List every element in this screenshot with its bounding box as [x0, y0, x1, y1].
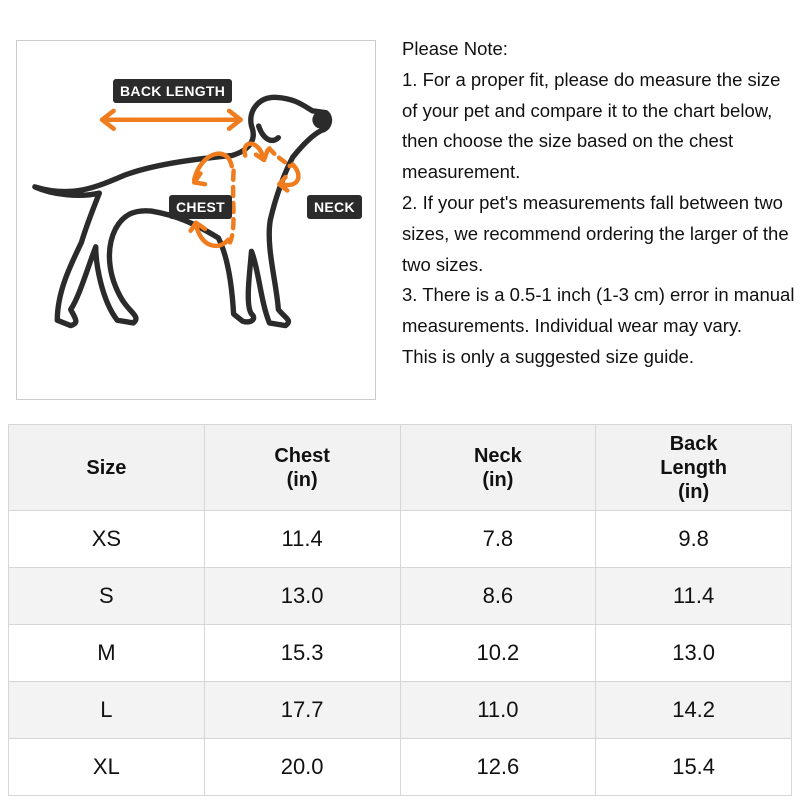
table-row: M 15.3 10.2 13.0 [8, 624, 792, 682]
cell-neck: 7.8 [399, 510, 597, 568]
neck-label: NECK [307, 195, 362, 219]
cell-chest: 15.3 [203, 624, 401, 682]
dog-outline-illustration [32, 94, 333, 329]
table-row: XL 20.0 12.6 15.4 [8, 738, 792, 796]
cell-neck: 11.0 [399, 681, 597, 739]
size-chart-table: Size Chest (in) Neck (in) Back Length (i… [8, 424, 792, 796]
table-row: S 13.0 8.6 11.4 [8, 567, 792, 625]
cell-size: M [8, 624, 205, 682]
header-neck: Neck (in) [399, 424, 597, 511]
cell-chest: 17.7 [203, 681, 401, 739]
cell-size: S [8, 567, 205, 625]
cell-chest: 13.0 [203, 567, 401, 625]
back-length-label: BACK LENGTH [113, 79, 233, 103]
cell-neck: 12.6 [399, 738, 597, 796]
table-row: XS 11.4 7.8 9.8 [8, 510, 792, 568]
cell-size: L [8, 681, 205, 739]
size-note: Please Note: 1. For a proper fit, please… [402, 34, 797, 373]
header-chest: Chest (in) [203, 424, 401, 511]
note-line: This is only a suggested size guide. [402, 345, 695, 367]
dog-measurement-diagram: BACK LENGTH CHEST NECK [16, 40, 376, 400]
cell-size: XL [8, 738, 205, 796]
note-line: 2. If your pet's measurements fall betwe… [402, 191, 789, 275]
note-title: Please Note: [402, 38, 508, 59]
cell-back-length: 14.2 [595, 681, 792, 739]
cell-chest: 11.4 [203, 510, 401, 568]
chest-label: CHEST [169, 195, 232, 219]
cell-neck: 10.2 [399, 624, 597, 682]
cell-chest: 20.0 [203, 738, 401, 796]
cell-back-length: 11.4 [595, 567, 792, 625]
cell-back-length: 15.4 [595, 738, 792, 796]
cell-neck: 8.6 [399, 567, 597, 625]
note-line: 1. For a proper fit, please do measure t… [402, 68, 781, 183]
table-row: L 17.7 11.0 14.2 [8, 681, 792, 739]
note-line: 3. There is a 0.5-1 inch (1-3 cm) error … [402, 284, 795, 337]
header-size: Size [8, 424, 205, 511]
cell-back-length: 13.0 [595, 624, 792, 682]
cell-back-length: 9.8 [595, 510, 792, 568]
header-back-length: Back Length (in) [595, 424, 792, 511]
cell-size: XS [8, 510, 205, 568]
table-header-row: Size Chest (in) Neck (in) Back Length (i… [8, 424, 792, 511]
